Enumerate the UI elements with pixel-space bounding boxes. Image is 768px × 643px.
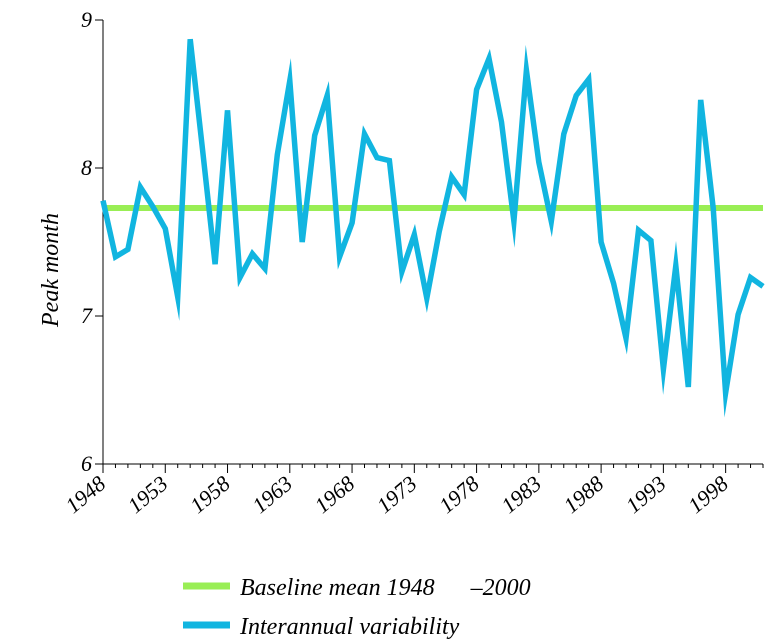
y-tick-label: 8 bbox=[81, 155, 92, 180]
y-tick-label: 6 bbox=[81, 451, 92, 476]
legend-label-interannual: Interannual variability bbox=[239, 614, 460, 640]
x-tick-label: 1948 bbox=[60, 471, 110, 518]
x-ticks: 1948 1953 1958 1963 1968 1973 1978 1983 1988 1993… bbox=[60, 464, 764, 518]
x-tick-label: 1993 bbox=[621, 471, 671, 518]
x-tick-label: 1963 bbox=[247, 471, 297, 518]
x-tick-label: 1953 bbox=[123, 471, 173, 518]
y-axis-title: Peak month bbox=[38, 213, 64, 328]
legend-item-interannual: Interannual variability bbox=[183, 614, 460, 640]
x-tick-label: 1968 bbox=[309, 471, 359, 518]
x-tick-label: 1958 bbox=[185, 471, 235, 518]
plot-area bbox=[100, 38, 765, 418]
y-tick-label: 7 bbox=[81, 303, 93, 328]
y-ticks: 6 7 8 9 bbox=[81, 7, 103, 476]
legend-item-baseline: Baseline mean 1948 –2000 bbox=[183, 575, 531, 601]
x-tick-label: 1978 bbox=[434, 471, 484, 518]
axes bbox=[102, 20, 763, 465]
y-tick-label: 9 bbox=[81, 7, 92, 32]
x-tick-label: 1988 bbox=[559, 471, 609, 518]
x-tick-label: 1983 bbox=[496, 471, 546, 518]
series-line-interannual bbox=[100, 38, 765, 418]
legend: Baseline mean 1948 –2000 Interannual var… bbox=[183, 575, 531, 640]
x-tick-label: 1998 bbox=[683, 471, 733, 518]
legend-label-baseline: Baseline mean 1948 –2000 bbox=[240, 575, 531, 601]
x-tick-label: 1973 bbox=[372, 471, 422, 518]
